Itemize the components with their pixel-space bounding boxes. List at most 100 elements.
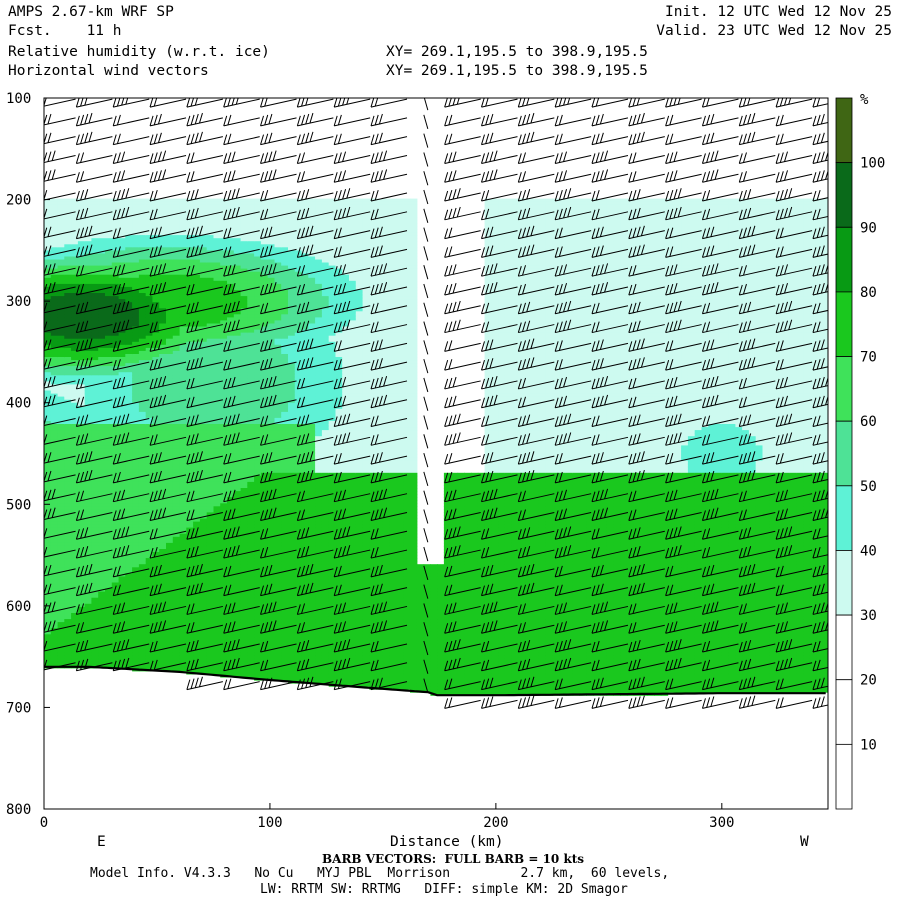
humidity-cell bbox=[166, 442, 174, 446]
humidity-cell bbox=[98, 247, 106, 251]
humidity-cell bbox=[240, 549, 248, 553]
humidity-cell bbox=[111, 597, 120, 602]
humidity-cell bbox=[193, 320, 201, 324]
humidity-cell bbox=[84, 576, 93, 580]
humidity-cell bbox=[125, 268, 133, 273]
humidity-cell bbox=[206, 390, 215, 395]
humidity-cell bbox=[159, 545, 167, 550]
humidity-cell bbox=[247, 384, 255, 388]
humidity-cell bbox=[220, 363, 228, 367]
humidity-cell bbox=[77, 277, 86, 282]
humidity-cell bbox=[125, 326, 133, 331]
humidity-cell bbox=[247, 558, 255, 562]
humidity-cell bbox=[247, 561, 255, 565]
humidity-cell bbox=[105, 354, 113, 358]
humidity-cell bbox=[260, 238, 269, 242]
humidity-cell bbox=[152, 478, 160, 483]
humidity-cell bbox=[220, 521, 228, 526]
humidity-cell bbox=[199, 573, 208, 577]
humidity-cell bbox=[172, 582, 181, 587]
humidity-cell bbox=[145, 515, 154, 520]
humidity-cell bbox=[152, 536, 160, 541]
humidity-cell bbox=[57, 226, 65, 230]
humidity-cell bbox=[57, 417, 65, 422]
humidity-cell bbox=[166, 521, 174, 526]
humidity-cell bbox=[240, 512, 248, 516]
humidity-cell bbox=[152, 354, 160, 358]
humidity-cell bbox=[50, 625, 59, 629]
humidity-cell bbox=[193, 536, 201, 541]
humidity-cell bbox=[227, 366, 235, 370]
humidity-cell bbox=[84, 643, 93, 647]
humidity-cell bbox=[186, 439, 194, 443]
humidity-cell bbox=[84, 216, 93, 221]
humidity-cell bbox=[254, 329, 262, 334]
humidity-cell bbox=[125, 497, 133, 501]
humidity-cell bbox=[240, 226, 248, 230]
humidity-cell bbox=[132, 463, 140, 468]
humidity-cell bbox=[186, 500, 194, 504]
humidity-cell bbox=[186, 271, 194, 276]
humidity-cell bbox=[64, 232, 72, 236]
humidity-cell bbox=[64, 652, 72, 657]
humidity-cell bbox=[240, 402, 248, 407]
humidity-cell bbox=[220, 390, 228, 395]
humidity-cell bbox=[199, 436, 208, 440]
humidity-cell bbox=[199, 338, 208, 343]
humidity-cell bbox=[91, 399, 99, 404]
humidity-cell bbox=[227, 274, 235, 279]
humidity-cell bbox=[132, 533, 140, 538]
humidity-cell bbox=[179, 417, 187, 422]
humidity-cell bbox=[98, 579, 106, 583]
humidity-cell bbox=[91, 497, 99, 501]
humidity-cell bbox=[254, 530, 262, 535]
humidity-cell bbox=[145, 308, 154, 312]
humidity-cell bbox=[125, 606, 133, 611]
humidity-cell bbox=[166, 417, 174, 422]
humidity-cell bbox=[199, 588, 208, 593]
humidity-cell bbox=[199, 411, 208, 416]
humidity-cell bbox=[125, 341, 133, 346]
humidity-cell bbox=[254, 518, 262, 523]
humidity-cell bbox=[91, 405, 99, 410]
humidity-cell bbox=[105, 439, 113, 443]
humidity-cell bbox=[98, 506, 106, 510]
humidity-cell bbox=[111, 460, 120, 465]
humidity-cell bbox=[220, 427, 228, 431]
humidity-cell bbox=[98, 594, 106, 599]
humidity-cell bbox=[220, 399, 228, 404]
humidity-cell bbox=[206, 341, 215, 346]
humidity-cell bbox=[64, 332, 72, 337]
humidity-cell bbox=[111, 244, 120, 248]
humidity-cell bbox=[132, 579, 140, 583]
humidity-cell bbox=[105, 366, 113, 370]
humidity-cell bbox=[125, 643, 133, 647]
humidity-cell bbox=[138, 597, 147, 602]
humidity-cell bbox=[125, 226, 133, 230]
humidity-cell bbox=[193, 286, 201, 291]
humidity-cell bbox=[206, 655, 215, 660]
humidity-cell bbox=[64, 369, 72, 373]
humidity-cell bbox=[64, 661, 72, 666]
humidity-cell bbox=[186, 253, 194, 257]
humidity-cell bbox=[64, 527, 72, 532]
humidity-cell bbox=[91, 238, 99, 242]
humidity-cell bbox=[138, 283, 147, 288]
humidity-cell bbox=[44, 363, 52, 367]
humidity-cell bbox=[193, 296, 201, 300]
humidity-cell bbox=[199, 378, 208, 382]
humidity-cell bbox=[132, 503, 140, 507]
humidity-cell bbox=[44, 628, 52, 632]
humidity-cell bbox=[57, 399, 65, 404]
humidity-cell bbox=[193, 646, 201, 651]
humidity-cell bbox=[152, 488, 160, 492]
humidity-cell bbox=[64, 637, 72, 641]
humidity-cell bbox=[71, 335, 79, 340]
humidity-cell bbox=[220, 481, 228, 486]
humidity-cell bbox=[91, 329, 99, 334]
humidity-cell bbox=[118, 436, 126, 440]
humidity-cell bbox=[125, 405, 133, 410]
humidity-cell bbox=[206, 411, 215, 416]
humidity-cell bbox=[44, 302, 52, 306]
humidity-cell bbox=[213, 411, 221, 416]
